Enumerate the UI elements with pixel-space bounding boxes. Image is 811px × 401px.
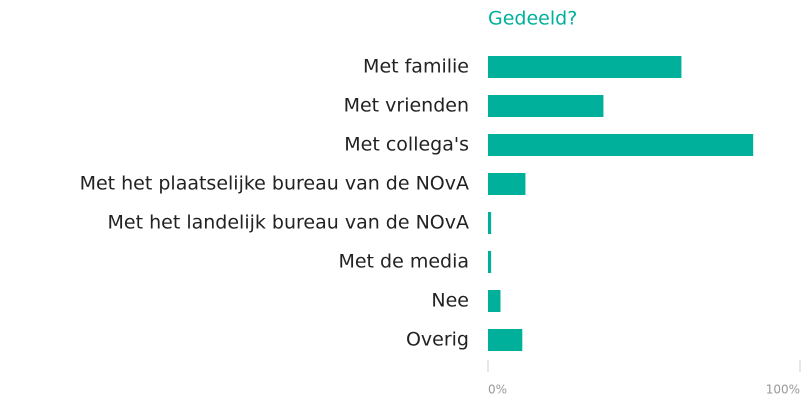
category-label: Nee (431, 290, 469, 312)
bar (488, 329, 523, 351)
bar (488, 134, 754, 156)
x-tick-label: 100% (766, 383, 800, 397)
category-label: Met vrienden (344, 95, 469, 117)
x-tick-label: 0% (488, 383, 507, 397)
category-label: Met familie (363, 56, 469, 78)
category-label: Met de media (338, 251, 469, 273)
bar (488, 56, 682, 78)
category-label: Met collega's (344, 134, 469, 156)
bar (488, 290, 501, 312)
category-label: Met het landelijk bureau van de NOvA (108, 212, 469, 234)
bar (488, 212, 492, 234)
chart-title: Gedeeld? (488, 8, 577, 30)
bar (488, 173, 526, 195)
category-label: Met het plaatselijke bureau van de NOvA (80, 173, 469, 195)
bar (488, 251, 492, 273)
bar (488, 95, 604, 117)
category-label: Overig (406, 329, 469, 351)
